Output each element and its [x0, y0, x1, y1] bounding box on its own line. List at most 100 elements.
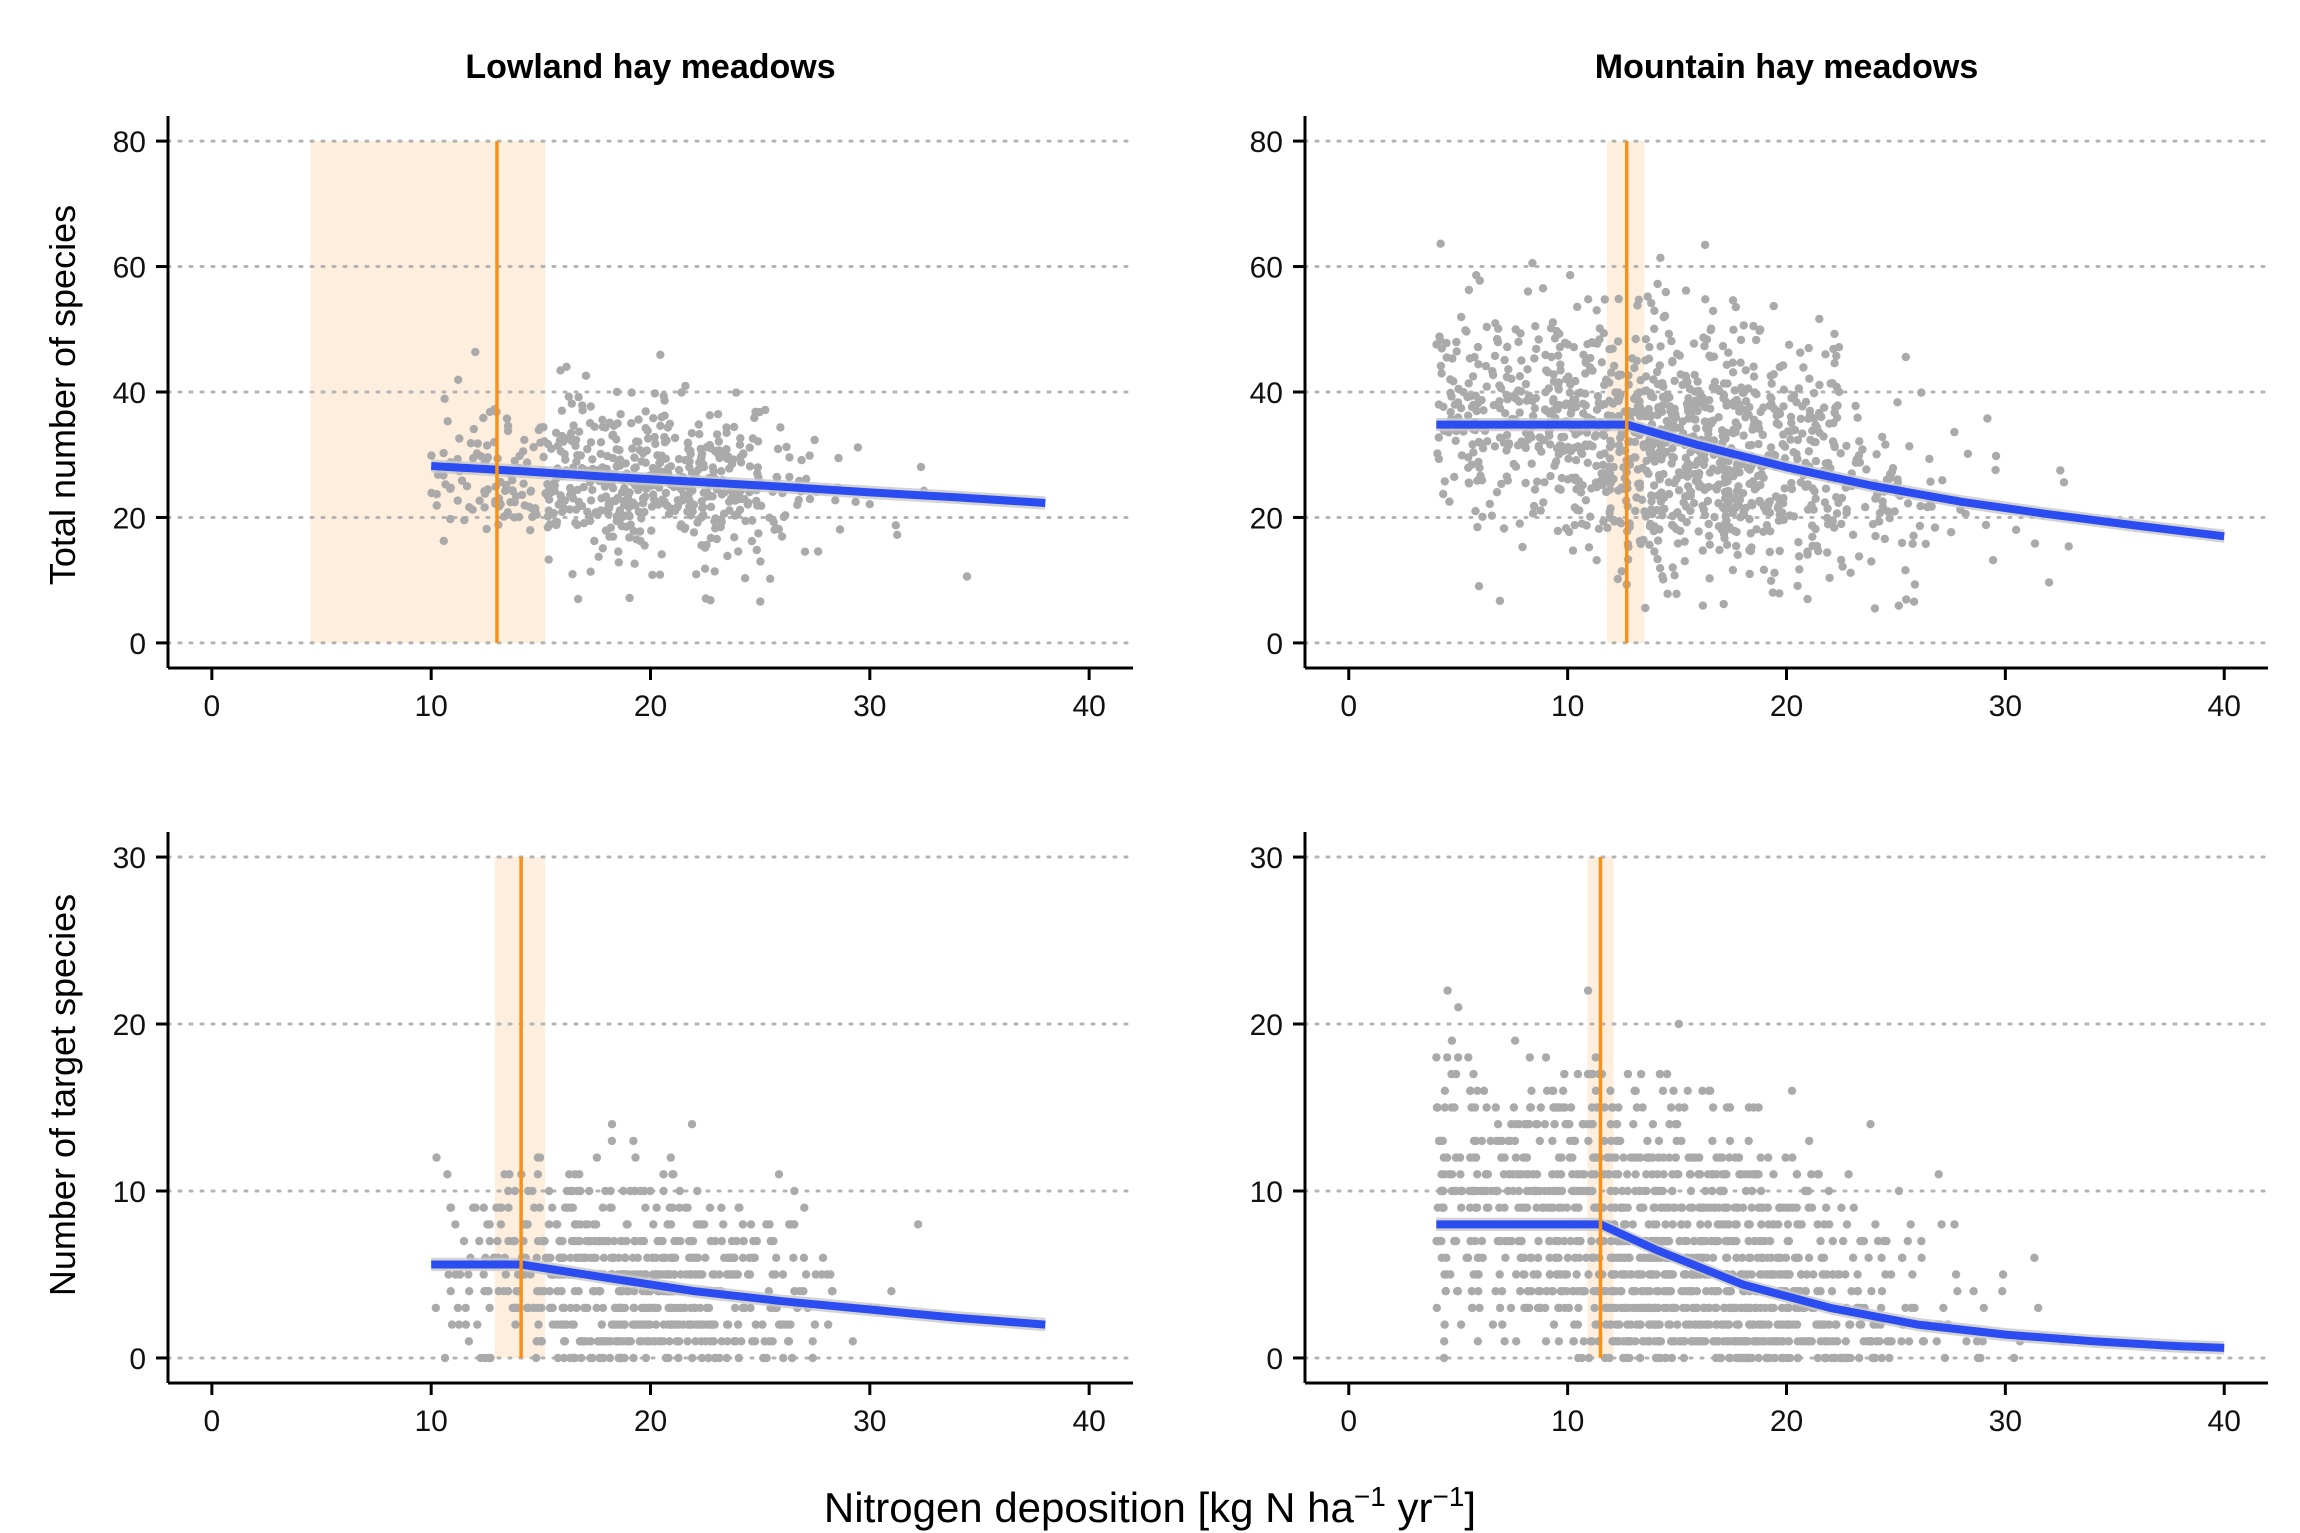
y-tick-label: 20 — [113, 1009, 146, 1042]
data-point — [689, 500, 699, 509]
data-point — [1602, 487, 1611, 497]
data-point — [1894, 601, 1904, 610]
data-point — [1581, 401, 1590, 410]
data-point — [1780, 484, 1789, 493]
data-point — [1681, 453, 1691, 463]
data-point — [706, 444, 715, 453]
data-point — [1672, 589, 1681, 599]
data-point — [561, 455, 570, 464]
data-point — [440, 394, 449, 403]
data-point — [1521, 379, 1531, 389]
data-point — [1705, 540, 1715, 549]
data-point — [848, 1337, 857, 1346]
data-point — [723, 551, 732, 561]
data-point — [1738, 1253, 1747, 1263]
data-point — [1618, 1186, 1627, 1196]
data-point — [729, 422, 739, 432]
data-point — [1788, 1153, 1797, 1162]
data-point — [1605, 469, 1615, 479]
data-point — [1434, 454, 1444, 464]
data-point — [600, 482, 610, 491]
data-point — [521, 1220, 530, 1229]
data-point — [632, 535, 641, 544]
data-point — [480, 503, 489, 512]
data-point — [631, 1153, 640, 1162]
data-point — [1579, 350, 1588, 359]
data-point — [620, 1353, 629, 1363]
data-point — [1708, 1136, 1717, 1146]
data-point — [1811, 524, 1820, 534]
data-point — [537, 1337, 546, 1346]
data-point — [1867, 557, 1876, 566]
data-point — [1910, 580, 1920, 589]
data-point — [1842, 505, 1852, 514]
data-point — [1519, 1253, 1529, 1263]
data-point — [661, 488, 671, 498]
data-point — [1877, 1253, 1886, 1263]
data-point — [1625, 1253, 1634, 1263]
data-point — [660, 396, 669, 405]
data-point — [559, 1353, 569, 1363]
data-point — [1723, 379, 1732, 388]
data-point — [545, 495, 554, 504]
data-point — [1565, 1153, 1575, 1162]
data-point — [1820, 1337, 1830, 1346]
data-point — [717, 1203, 726, 1212]
data-point — [1783, 1270, 1792, 1279]
data-point — [1497, 479, 1506, 489]
data-point — [1821, 350, 1830, 359]
data-point — [1550, 461, 1559, 470]
x-tick-label: 30 — [1989, 690, 2022, 723]
data-point — [499, 1287, 508, 1296]
data-point — [617, 488, 627, 497]
data-point — [572, 505, 581, 514]
data-point — [1785, 1320, 1794, 1329]
data-point — [1667, 1353, 1677, 1363]
data-point — [482, 524, 491, 534]
data-point — [1715, 1186, 1725, 1196]
data-point — [712, 430, 722, 439]
data-point — [2056, 466, 2065, 475]
data-point — [1541, 350, 1550, 360]
data-point — [566, 1203, 575, 1212]
data-point — [1653, 491, 1662, 500]
data-point — [1755, 496, 1764, 506]
data-point — [1655, 1353, 1664, 1363]
data-point — [1681, 286, 1691, 295]
data-point — [1544, 384, 1554, 393]
data-point — [1564, 372, 1573, 381]
data-point — [693, 1186, 702, 1196]
data-point — [629, 1303, 639, 1313]
data-point — [1611, 1170, 1620, 1179]
data-point — [1533, 477, 1542, 486]
data-point — [1469, 448, 1478, 457]
data-point — [446, 514, 455, 524]
data-point — [705, 1203, 715, 1212]
data-point — [1650, 547, 1659, 556]
data-point — [1631, 1170, 1640, 1179]
data-point — [1701, 1236, 1711, 1246]
data-point — [1838, 562, 1847, 571]
data-point — [1649, 481, 1659, 490]
data-point — [1778, 499, 1788, 508]
data-point — [1733, 421, 1743, 431]
data-point — [1490, 351, 1500, 361]
data-point — [1661, 1220, 1670, 1229]
data-point — [1666, 1337, 1676, 1346]
data-point — [444, 1270, 453, 1279]
data-point — [1523, 287, 1533, 296]
data-point — [1499, 524, 1509, 533]
data-point — [1631, 334, 1640, 344]
x-axis-label: Nitrogen deposition [kg N ha−1 yr−1] — [824, 1481, 1476, 1531]
data-point — [612, 445, 621, 454]
data-point — [745, 462, 755, 471]
data-point — [695, 430, 704, 439]
data-point — [573, 451, 582, 460]
x-tick-label: 20 — [1770, 690, 1803, 723]
data-point — [1784, 1337, 1793, 1346]
data-point — [1509, 459, 1518, 469]
data-point — [568, 570, 577, 579]
data-point — [1766, 443, 1776, 452]
data-point — [1557, 473, 1567, 483]
data-point — [1725, 1103, 1735, 1112]
